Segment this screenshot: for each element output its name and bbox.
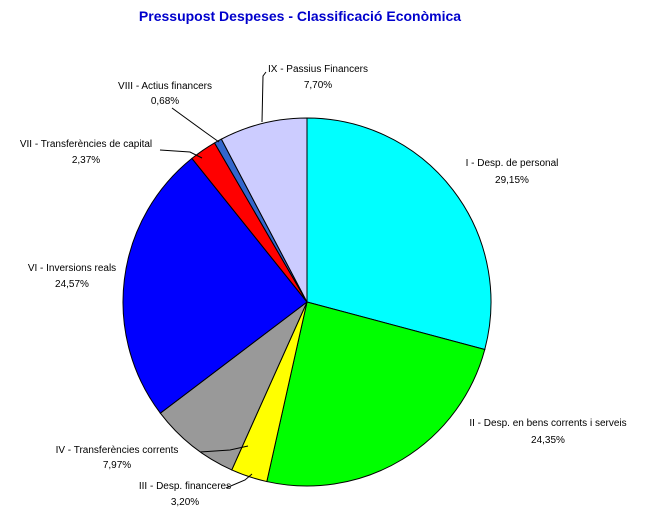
slice-labels: I - Desp. de personal 29,15% II - Desp. en…: [20, 64, 627, 508]
leader-line-4: [199, 445, 249, 453]
slice-value-label-5: 24,57%: [55, 279, 89, 290]
slice-name-label-2: II - Desp. en bens corrents i serveis: [469, 418, 626, 429]
slice-name-label-3: III - Desp. financeres: [139, 481, 231, 492]
leader-line-8: [261, 71, 267, 123]
slice-value-label-1: 29,15%: [495, 175, 529, 186]
slice-name-label-6: VII - Transferències de capital: [20, 139, 152, 150]
slice-name-label-5: VI - Inversions reals: [28, 263, 116, 274]
leader-lines: [159, 71, 267, 489]
pie-slice-2: [266, 301, 486, 487]
pie-slices: [122, 117, 492, 487]
slice-name-label-1: I - Desp. de personal: [466, 158, 559, 169]
chart-title: Pressupost Despeses - Classificació Econ…: [139, 8, 461, 24]
slice-name-label-4: IV - Transferències corrents: [56, 445, 179, 456]
slice-name-label-8: IX - Passius Financers: [268, 64, 368, 75]
slice-value-label-4: 7,97%: [103, 460, 131, 471]
slice-name-label-7: VIII - Actius financers: [118, 81, 212, 92]
leader-line-6: [159, 149, 203, 159]
leader-line-3: [225, 473, 253, 489]
slice-value-label-3: 3,20%: [171, 497, 199, 508]
pie-slice-5: [122, 157, 308, 414]
pie-slice-1: [306, 117, 492, 351]
slice-value-label-8: 7,70%: [304, 80, 332, 91]
slice-value-label-6: 2,37%: [72, 155, 100, 166]
pie-slice-4: [159, 301, 308, 471]
pie-slice-8: [220, 117, 308, 303]
slice-value-label-2: 24,35%: [531, 435, 565, 446]
leader-line-7: [171, 107, 220, 143]
slice-value-label-7: 0,68%: [151, 96, 179, 107]
